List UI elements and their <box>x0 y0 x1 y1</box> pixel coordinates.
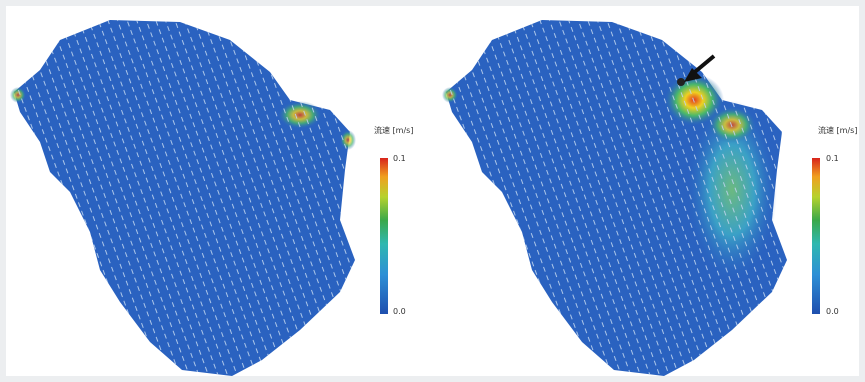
colorbar-title: 流速 [m/s] <box>818 125 857 135</box>
colorbar-title: 流速 [m/s] <box>374 125 413 135</box>
colorbar-min: 0.0 <box>826 307 839 316</box>
colorbar-max: 0.1 <box>826 154 839 163</box>
colorbar-max: 0.1 <box>393 154 406 163</box>
figure: 流速 [m/s] 0.1 0.0 流速 [m/s] 0.1 0.0 <box>0 0 865 382</box>
colorbar-min: 0.0 <box>393 307 406 316</box>
